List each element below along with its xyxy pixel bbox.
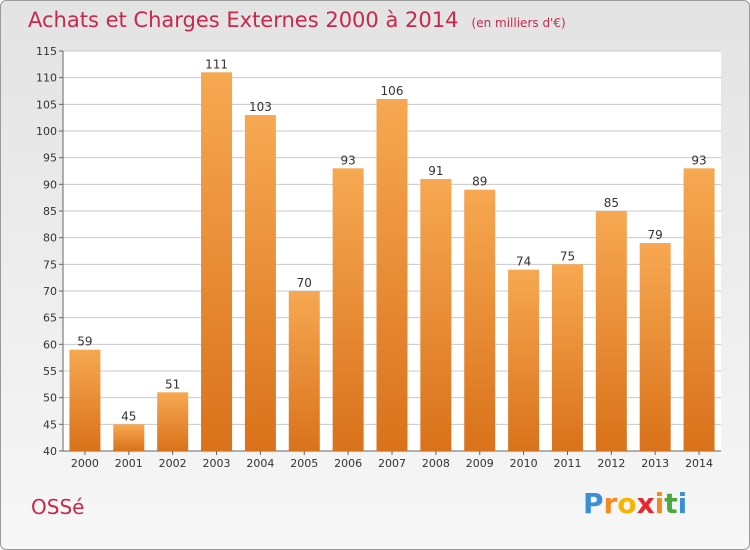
commune-name: OSSé [31,495,85,519]
x-tick-label: 2004 [246,457,274,470]
bar-2009 [464,189,496,451]
bar-2011 [551,264,583,451]
y-tick-label: 60 [43,338,57,351]
bar-2003 [201,72,233,451]
data-label: 93 [340,153,355,167]
x-tick-label: 2002 [159,457,187,470]
data-label: 51 [165,377,180,391]
logo-letter: x [636,487,655,520]
bar-2012 [595,211,627,451]
x-tick-label: 2003 [203,457,231,470]
y-tick-label: 105 [36,98,57,111]
bar-2010 [508,269,540,451]
x-tick-label: 2006 [334,457,362,470]
bar-2013 [639,243,671,451]
y-tick-label: 55 [43,365,57,378]
proxiti-logo: Proxiti [583,487,687,520]
data-label: 85 [604,196,619,210]
x-tick-label: 2013 [641,457,669,470]
logo-letter: P [583,487,604,520]
y-tick-label: 90 [43,178,57,191]
x-tick-label: 2012 [597,457,625,470]
x-tick-label: 2005 [290,457,318,470]
data-label: 91 [428,164,443,178]
x-tick-label: 2009 [466,457,494,470]
data-label: 59 [77,335,92,349]
y-tick-label: 70 [43,285,57,298]
x-tick-label: 2008 [422,457,450,470]
title-area: Achats et Charges Externes 2000 à 2014 (… [28,8,566,32]
bar-2014 [683,168,715,452]
y-tick-label: 95 [43,152,57,165]
y-tick-label: 100 [36,125,57,138]
data-label: 75 [560,249,575,263]
data-label: 111 [205,57,228,71]
data-label: 93 [691,153,706,167]
bar-2006 [332,168,364,452]
logo-letter: r [603,487,618,520]
x-tick-label: 2001 [115,457,143,470]
y-tick-label: 50 [43,392,57,405]
x-tick-label: 2011 [553,457,581,470]
bar-2000 [69,349,101,451]
bar-2008 [420,179,452,451]
logo-letter: o [617,487,637,520]
y-tick-label: 85 [43,205,57,218]
x-tick-label: 2007 [378,457,406,470]
y-tick-label: 80 [43,232,57,245]
y-tick-label: 45 [43,418,57,431]
bar-2004 [244,115,276,451]
bar-2007 [376,99,408,451]
x-tick-label: 2010 [510,457,538,470]
y-tick-label: 65 [43,312,57,325]
logo-letter: i [654,487,665,520]
bar-2005 [288,291,320,451]
y-tick-label: 40 [43,445,57,458]
x-tick-label: 2014 [685,457,713,470]
data-label: 79 [648,228,663,242]
data-label: 70 [297,276,312,290]
y-tick-label: 110 [36,72,57,85]
bar-2002 [157,392,189,451]
y-tick-label: 115 [36,45,57,58]
data-label: 74 [516,255,531,269]
chart-subtitle: (en milliers d'€) [471,16,566,30]
bar-2001 [113,424,145,451]
data-label: 103 [249,100,272,114]
y-tick-label: 75 [43,258,57,271]
x-tick-label: 2000 [71,457,99,470]
data-label: 106 [381,84,404,98]
data-label: 45 [121,409,136,423]
data-label: 89 [472,175,487,189]
chart-title: Achats et Charges Externes 2000 à 2014 [28,8,459,32]
logo-letter: t [664,487,678,520]
logo-letter: i [677,487,688,520]
